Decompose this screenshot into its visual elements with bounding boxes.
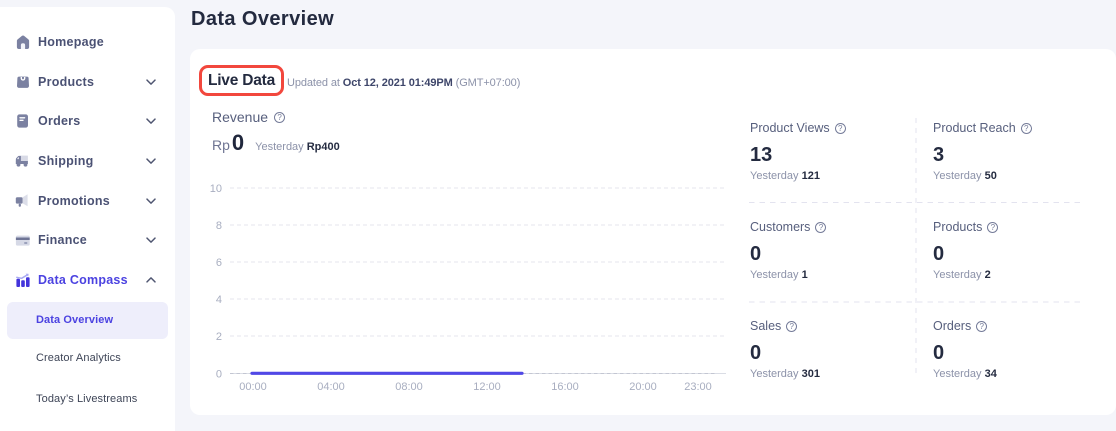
svg-text:12:00: 12:00 [473, 381, 501, 393]
svg-text:00:00: 00:00 [239, 381, 267, 393]
svg-text:6: 6 [216, 257, 222, 269]
svg-text:23:00: 23:00 [684, 381, 712, 393]
svg-text:16:00: 16:00 [551, 381, 579, 393]
svg-text:04:00: 04:00 [317, 381, 345, 393]
svg-text:0: 0 [216, 369, 222, 381]
svg-text:10: 10 [210, 183, 222, 195]
svg-text:2: 2 [216, 331, 222, 343]
svg-text:20:00: 20:00 [629, 381, 657, 393]
svg-text:8: 8 [216, 220, 222, 232]
svg-text:4: 4 [216, 294, 222, 306]
svg-text:08:00: 08:00 [395, 381, 423, 393]
